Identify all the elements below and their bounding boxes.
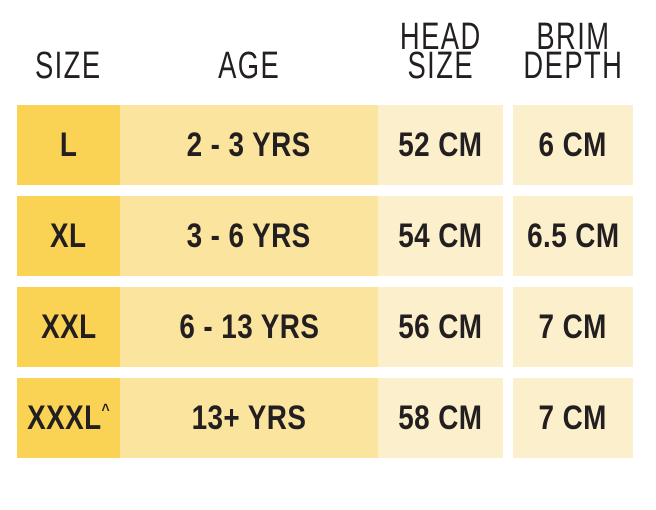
head-size-cell-row-4: 58 CM <box>378 378 503 458</box>
size-superscript: ^ <box>101 399 110 419</box>
age-cell-row-3: 6 - 13 YRS <box>120 287 378 367</box>
brim-depth-value: 7 CM <box>538 398 608 437</box>
size-cell-row-1: L <box>17 105 120 185</box>
head-size-line-2: SIZE <box>407 45 474 87</box>
size-value: L <box>60 126 77 165</box>
column-header-age: AGE <box>120 0 378 94</box>
brim-depth-value: 7 CM <box>538 307 608 346</box>
head-size-value: 52 CM <box>398 125 483 164</box>
head-size-cell-row-1: 52 CM <box>378 105 503 185</box>
column-header-size: SIZE <box>17 0 120 94</box>
age-value: 6 - 13 YRS <box>179 307 319 346</box>
head-size-value: 54 CM <box>398 216 483 255</box>
size-value: XL <box>50 217 86 256</box>
size-text: XXXL <box>27 398 102 437</box>
size-chart-table: SIZE AGE HEAD SIZE BRIM DEPTH L 2 - 3 YR… <box>17 0 633 458</box>
size-text: L <box>59 125 78 164</box>
brim-depth-cell-row-1: 6 CM <box>513 105 633 185</box>
brim-depth-cell-row-2: 6.5 CM <box>513 196 633 276</box>
column-header-brim-depth-label: BRIM DEPTH <box>523 16 623 87</box>
column-gap <box>503 196 513 276</box>
size-cell-row-2: XL <box>17 196 120 276</box>
age-cell-row-2: 3 - 6 YRS <box>120 196 378 276</box>
size-text: XL <box>50 216 87 255</box>
column-gap <box>503 0 513 94</box>
head-size-line-1: HEAD <box>399 16 482 58</box>
head-size-value: 58 CM <box>398 398 483 437</box>
age-value: 3 - 6 YRS <box>186 216 312 255</box>
brim-depth-cell-row-4: 7 CM <box>513 378 633 458</box>
column-header-age-label: AGE <box>217 45 281 87</box>
column-header-head-size-label: HEAD SIZE <box>399 16 482 87</box>
brim-depth-value: 6 CM <box>538 125 608 164</box>
age-cell-row-4: 13+ YRS <box>120 378 378 458</box>
brim-depth-cell-row-3: 7 CM <box>513 287 633 367</box>
brim-depth-value: 6.5 CM <box>526 216 620 255</box>
size-cell-row-3: XXL <box>17 287 120 367</box>
column-header-head-size: HEAD SIZE <box>378 0 503 94</box>
column-header-size-label: SIZE <box>35 45 102 87</box>
column-gap <box>503 105 513 185</box>
size-text: XXL <box>40 307 97 346</box>
size-cell-row-4: XXXL^ <box>17 378 120 458</box>
size-value: XXXL^ <box>27 399 110 438</box>
head-size-cell-row-3: 56 CM <box>378 287 503 367</box>
head-size-value: 56 CM <box>398 307 483 346</box>
column-header-brim-depth: BRIM DEPTH <box>513 0 633 94</box>
brim-depth-line-1: BRIM <box>535 16 611 58</box>
column-gap <box>503 378 513 458</box>
brim-depth-line-2: DEPTH <box>523 45 623 87</box>
age-value: 2 - 3 YRS <box>186 125 312 164</box>
head-size-cell-row-2: 54 CM <box>378 196 503 276</box>
size-value: XXL <box>41 308 96 347</box>
age-value: 13+ YRS <box>191 398 307 437</box>
age-cell-row-1: 2 - 3 YRS <box>120 105 378 185</box>
column-gap <box>503 287 513 367</box>
